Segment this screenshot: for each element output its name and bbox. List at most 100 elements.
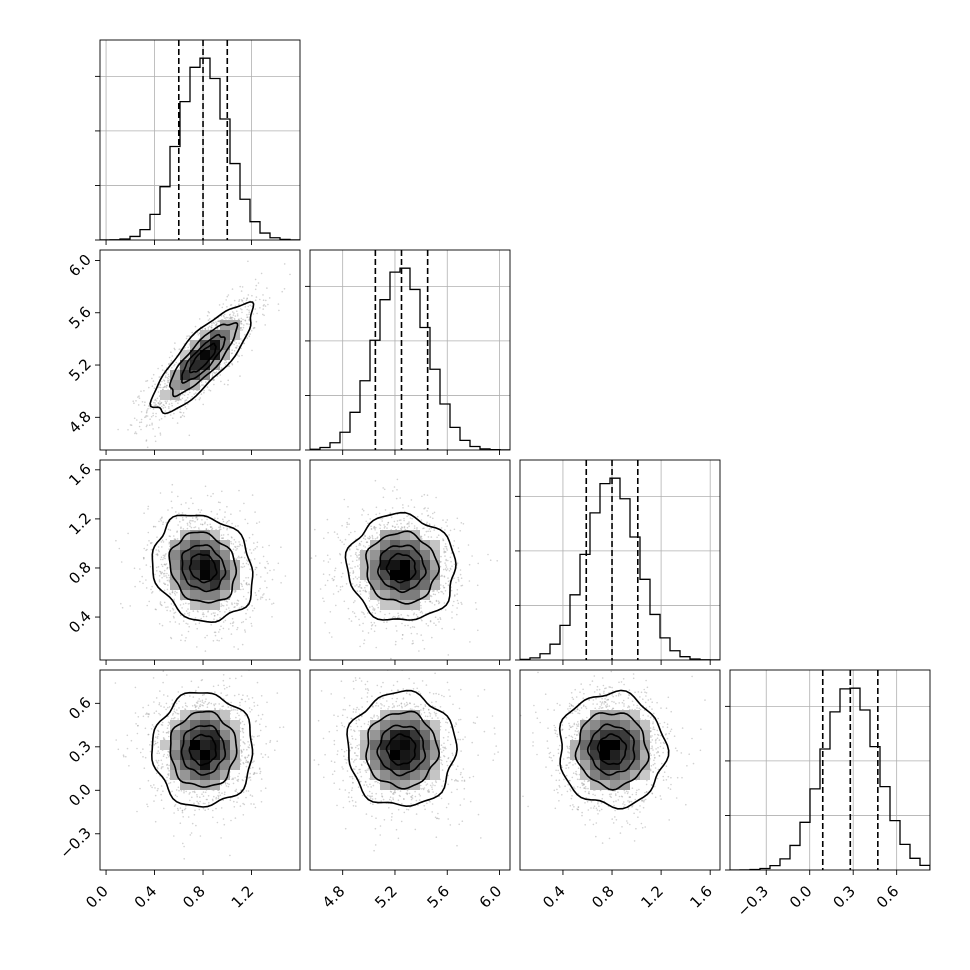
scatter-point bbox=[164, 386, 166, 388]
scatter-point bbox=[178, 623, 181, 625]
scatter-point bbox=[243, 552, 246, 554]
density-cell bbox=[390, 570, 400, 580]
scatter-point bbox=[198, 332, 201, 335]
scatter-point bbox=[269, 569, 271, 572]
scatter-point bbox=[239, 308, 242, 310]
scatter-point bbox=[166, 588, 169, 591]
scatter-point bbox=[186, 397, 189, 399]
scatter-point bbox=[430, 527, 433, 530]
scatter-point bbox=[262, 299, 265, 302]
scatter-point bbox=[147, 508, 149, 510]
scatter-point bbox=[219, 616, 221, 619]
scatter-point bbox=[178, 348, 181, 351]
scatter-point bbox=[242, 731, 245, 734]
scatter-point bbox=[193, 526, 195, 529]
scatter-point bbox=[339, 552, 341, 555]
scatter-point bbox=[416, 616, 419, 619]
scatter-point bbox=[176, 709, 178, 711]
scatter-point bbox=[353, 612, 356, 614]
scatter-point bbox=[240, 583, 243, 586]
scatter-point bbox=[146, 379, 149, 382]
scatter-point bbox=[436, 536, 438, 539]
scatter-point bbox=[149, 565, 152, 568]
scatter-point bbox=[197, 707, 200, 709]
scatter-point bbox=[156, 570, 158, 572]
scatter-point bbox=[233, 317, 236, 320]
scatter-point bbox=[226, 604, 228, 606]
scatter-point bbox=[394, 526, 396, 529]
scatter-point bbox=[443, 548, 445, 550]
scatter-point bbox=[249, 304, 251, 307]
scatter-point bbox=[431, 590, 434, 592]
scatter-point bbox=[264, 567, 267, 569]
scatter-point bbox=[165, 372, 167, 375]
scatter-point bbox=[250, 329, 253, 332]
scatter-point bbox=[461, 603, 463, 605]
scatter-point bbox=[389, 512, 392, 514]
scatter-point bbox=[207, 328, 210, 330]
scatter-point bbox=[240, 290, 243, 292]
scatter-point bbox=[245, 323, 248, 325]
scatter-point bbox=[259, 598, 262, 600]
scatter-point bbox=[239, 510, 241, 512]
scatter-point bbox=[155, 736, 157, 738]
scatter-point bbox=[392, 490, 394, 492]
scatter-point bbox=[158, 579, 161, 581]
scatter-point bbox=[357, 586, 360, 588]
scatter-point bbox=[227, 294, 230, 296]
scatter-point bbox=[223, 688, 226, 690]
scatter-point bbox=[233, 312, 235, 314]
scatter-point bbox=[192, 610, 195, 612]
scatter-point bbox=[326, 579, 329, 582]
scatter-point bbox=[168, 773, 170, 775]
scatter-point bbox=[184, 405, 187, 408]
scatter-point bbox=[362, 612, 365, 614]
scatter-point bbox=[402, 617, 404, 619]
scatter-point bbox=[179, 807, 182, 809]
scatter-point bbox=[168, 764, 170, 767]
density-cell bbox=[390, 600, 400, 610]
scatter-point bbox=[177, 402, 179, 405]
scatter-point bbox=[213, 383, 215, 386]
scatter-point bbox=[166, 384, 168, 387]
scatter-point bbox=[163, 379, 165, 381]
scatter-point bbox=[445, 559, 448, 562]
density-cell bbox=[180, 350, 190, 360]
scatter-point bbox=[194, 520, 196, 523]
density-cell bbox=[210, 330, 220, 340]
scatter-point bbox=[149, 418, 151, 421]
scatter-point bbox=[159, 601, 162, 603]
scatter-point bbox=[117, 428, 119, 431]
scatter-point bbox=[166, 566, 169, 569]
scatter-point bbox=[439, 618, 442, 620]
scatter-point bbox=[154, 608, 157, 610]
scatter-point bbox=[387, 521, 390, 524]
scatter-point bbox=[164, 375, 167, 377]
scatter-point bbox=[180, 411, 182, 414]
scatter-point bbox=[374, 527, 376, 530]
density-cell bbox=[200, 560, 210, 570]
scatter-point bbox=[450, 560, 452, 563]
scatter-point bbox=[323, 560, 325, 562]
scatter-point bbox=[436, 590, 439, 592]
scatter-point bbox=[172, 417, 174, 420]
scatter-point bbox=[322, 597, 324, 600]
scatter-point bbox=[193, 393, 195, 395]
scatter-point bbox=[242, 748, 245, 751]
density-cell bbox=[210, 530, 220, 540]
scatter-point bbox=[137, 396, 139, 398]
scatter-point bbox=[133, 567, 136, 570]
scatter-point bbox=[159, 383, 162, 386]
scatter-point bbox=[207, 326, 210, 329]
density-cell bbox=[180, 590, 190, 600]
density-cell bbox=[210, 590, 220, 600]
scatter-point bbox=[114, 682, 117, 684]
scatter-point bbox=[158, 426, 160, 429]
scatter-point bbox=[323, 537, 325, 540]
scatter-point bbox=[169, 610, 172, 612]
scatter-point bbox=[188, 335, 190, 337]
scatter-point bbox=[356, 556, 359, 558]
scatter-point bbox=[183, 613, 186, 615]
scatter-point bbox=[241, 566, 244, 569]
scatter-point bbox=[242, 741, 244, 743]
